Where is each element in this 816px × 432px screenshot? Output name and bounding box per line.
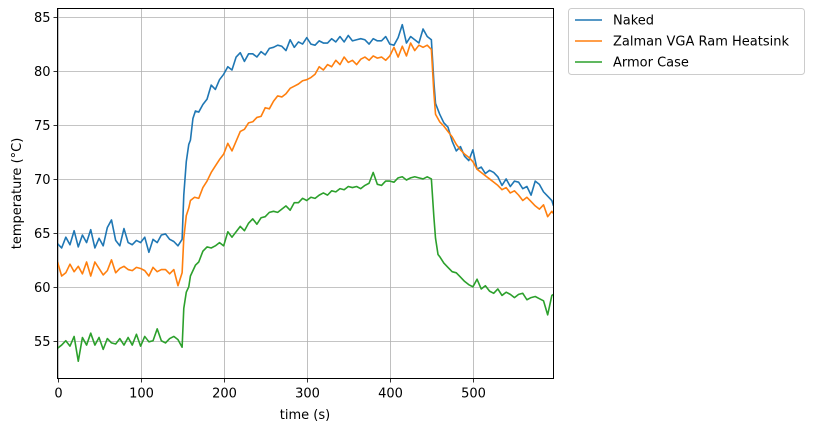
y-tick-label-6: 85 <box>34 11 51 26</box>
legend-label-1: Zalman VGA Ram Heatsink <box>613 35 789 50</box>
series-line-1 <box>57 42 554 287</box>
legend-box <box>568 8 805 75</box>
legend: Naked Zalman VGA Ram Heatsink Armor Case <box>568 8 805 75</box>
y-axis: 55 60 65 70 75 80 85 <box>34 11 58 350</box>
y-tick-label-1: 60 <box>34 281 51 296</box>
y-axis-label: temperature (°C) <box>10 138 25 250</box>
y-tick-label-2: 65 <box>34 227 51 242</box>
y-tick-label-0: 55 <box>34 335 51 350</box>
y-tick-label-4: 75 <box>34 119 51 134</box>
x-axis-label: time (s) <box>280 408 330 423</box>
legend-label-2: Armor Case <box>613 56 689 71</box>
legend-label-0: Naked <box>613 14 654 29</box>
x-tick-label-4: 400 <box>378 387 403 402</box>
x-tick-label-0: 0 <box>54 387 62 402</box>
series-lines <box>57 23 554 363</box>
plot-frame <box>57 8 554 379</box>
x-tick-label-1: 100 <box>129 387 154 402</box>
series-line-2 <box>57 171 554 363</box>
x-tick-label-3: 300 <box>295 387 320 402</box>
y-tick-label-3: 70 <box>34 173 51 188</box>
x-tick-label-5: 500 <box>461 387 486 402</box>
plot-area <box>57 8 554 379</box>
series-line-0 <box>57 23 554 254</box>
x-axis: 0 100 200 300 400 500 <box>54 378 486 402</box>
y-tick-label-5: 80 <box>34 65 51 80</box>
grid-lines <box>57 8 554 379</box>
x-tick-label-2: 200 <box>212 387 237 402</box>
